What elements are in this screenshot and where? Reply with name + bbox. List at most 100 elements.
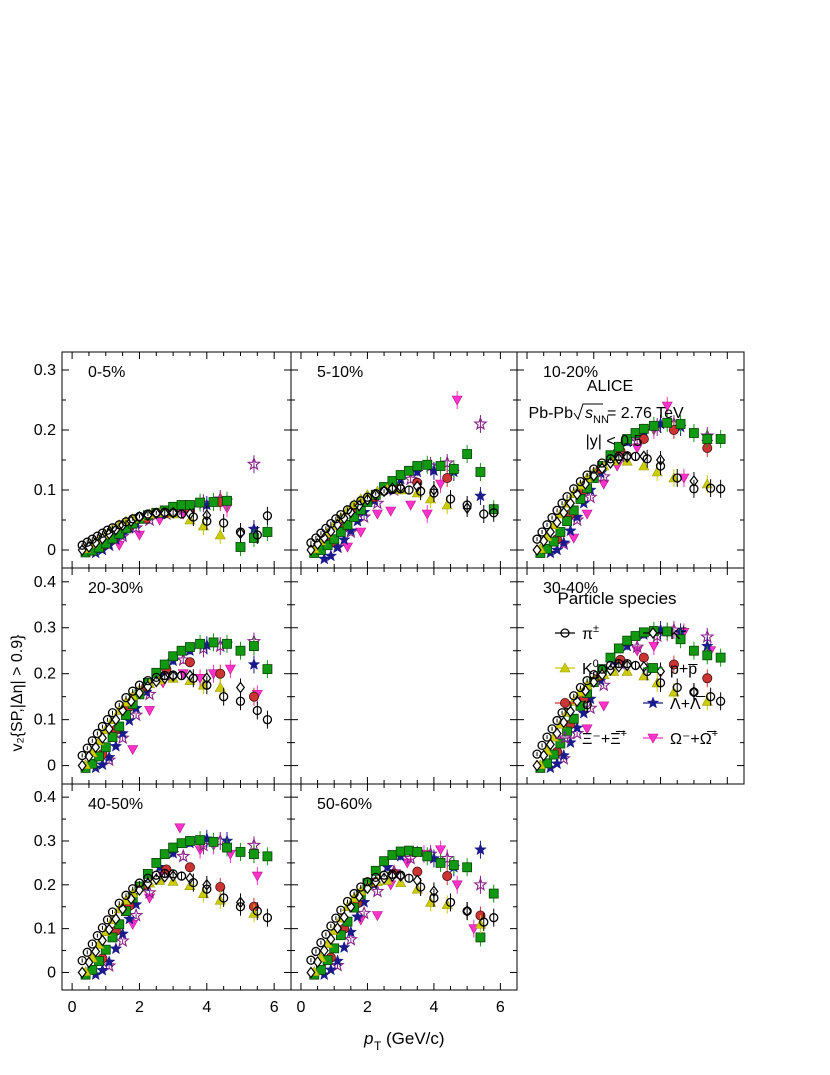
marker-K [362,493,372,506]
panel-markers [532,621,726,774]
marker-p [176,500,187,510]
marker-phi [184,657,195,668]
marker-K [77,966,87,979]
marker-pi [143,675,153,686]
marker-p [422,851,433,862]
marker-pi [107,708,118,718]
marker-pi [202,516,212,526]
marker-p [475,467,486,477]
marker-p [329,534,340,545]
marker-Lambda [550,757,564,770]
marker-p [662,626,673,637]
centrality-label: 40-50% [88,796,143,813]
marker-pi [542,732,552,742]
centrality-label: 50-60% [317,796,372,813]
marker-pi [336,905,346,915]
marker-Omega [581,724,593,735]
marker-pi [415,882,426,892]
marker-p [488,888,499,899]
marker-pi [87,939,97,949]
marker-p [675,634,686,645]
marker-p [100,944,111,955]
marker-pi [316,528,326,538]
marker-Omega [371,509,383,520]
marker-p [387,850,398,860]
marker-pi [143,873,153,883]
marker-Lambda [96,963,109,976]
marker-Omega [581,509,593,520]
marker-Lambda [324,549,338,562]
marker-p [568,505,579,516]
marker-pi [445,494,456,504]
marker-p [630,631,641,641]
y-tick-label: 0 [47,758,56,775]
marker-pi [672,473,682,483]
marker-p [662,417,673,428]
legend-label: p+p̅ [670,661,698,678]
marker-p [404,465,414,476]
marker-pi [689,687,699,697]
marker-pi [532,749,542,759]
marker-pi [362,492,373,502]
legend-item-Xi: Ξ⁻+Ξ̅+ [555,728,627,748]
marker-p [404,845,414,856]
legend-marker-pi [560,628,570,638]
marker-K [319,944,329,957]
marker-phi [184,862,195,873]
marker-p [195,835,205,846]
marker-Omega [174,823,186,834]
marker-pi [552,715,562,726]
y-tick-label: 0.3 [34,620,56,637]
panel-markers [306,840,499,981]
marker-p [262,664,273,675]
marker-p [168,651,179,662]
marker-pi [176,871,187,881]
marker-Omega [451,880,463,891]
marker-K0s [425,493,437,504]
marker-Xi [176,848,191,863]
marker-pi [82,537,92,547]
marker-pi [605,454,616,464]
marker-K [580,478,590,490]
marker-K0s [651,466,663,477]
marker-pi [218,893,229,903]
energy-value: = 2.76 TeV [607,405,684,422]
marker-pi [134,878,145,888]
marker-pi [462,500,472,510]
x-axis-title-sub: T [374,1039,382,1053]
marker-pi [87,736,97,746]
marker-pi [188,673,198,683]
legend-marker-K0s [559,662,571,673]
marker-pi [396,870,406,880]
marker-p [235,645,246,656]
marker-Omega [661,401,673,412]
marker-pi [92,728,103,739]
marker-p [702,434,713,444]
marker-K [412,480,422,493]
marker-p [159,659,170,670]
marker-phi [442,871,453,882]
energy-s: s [585,405,593,422]
marker-pi [532,534,542,544]
marker-pi [489,508,499,518]
x-tick-label: 4 [202,999,211,1016]
marker-pi [557,498,567,508]
marker-Xi [370,883,385,898]
marker-pi [235,696,246,706]
marker-pi [176,509,187,519]
x-tick-label: 6 [496,999,505,1016]
marker-K [235,681,246,694]
marker-phi [442,472,453,483]
marker-pi [321,523,331,534]
marker-phi [668,659,679,670]
legend-item-p: p+p̅ [643,661,698,678]
marker-Omega [421,509,433,520]
marker-p [249,641,259,652]
marker-pi [306,955,316,965]
marker-p [262,527,273,537]
marker-pi [479,509,489,519]
marker-pi [630,660,641,671]
marker-pi [689,484,699,494]
marker-p [222,495,232,506]
